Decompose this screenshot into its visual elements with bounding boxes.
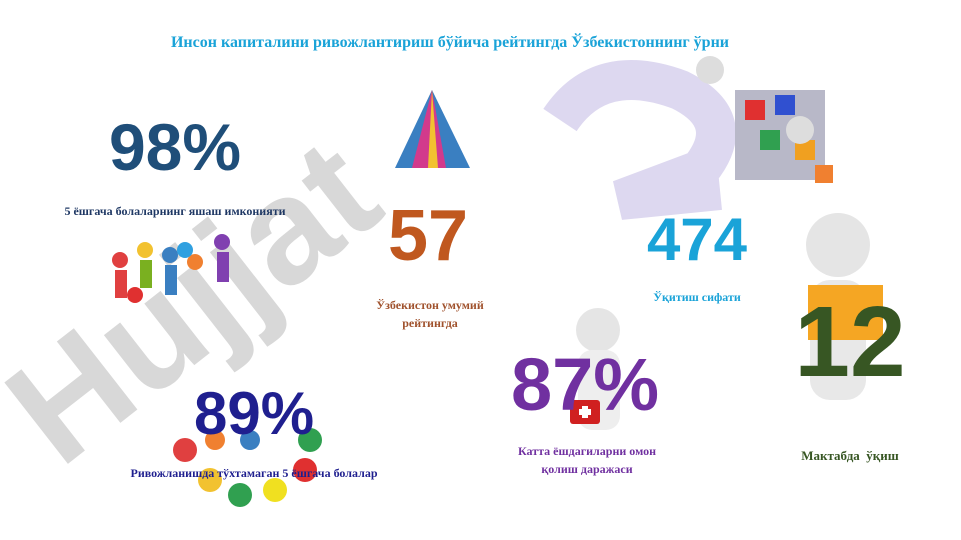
stat-value: 474 — [646, 206, 748, 273]
title: Инсон капиталини ривожлантириш бўйича ре… — [170, 34, 730, 51]
tent-icon — [395, 90, 470, 168]
stat-label: Катта ёшдагиларни омон қолиш даражаси — [518, 444, 656, 476]
stat-label: Ўқитиш сифати — [653, 290, 741, 304]
stat-label: 5 ёшгача болаларнинг яшаш имконияти — [64, 204, 286, 218]
cube-illustration — [696, 56, 833, 183]
watermark-shape — [543, 60, 736, 220]
children-figures — [112, 234, 230, 303]
circle-of-children — [173, 428, 322, 507]
stat-label: Ўзбекистон умумий рейтингда — [376, 298, 484, 330]
stat-value: 87% — [510, 343, 660, 426]
figure-with-folder — [806, 213, 883, 400]
stat-value: 89% — [193, 380, 315, 447]
stat-value: 57 — [387, 196, 469, 276]
stat-label: Ривожланишда тўхтамаган 5 ёшгача болалар — [130, 466, 378, 480]
stat-value: 98% — [108, 110, 242, 184]
stat-value: 12 — [794, 286, 906, 398]
stat-label: Мактабда ўқиш — [801, 448, 899, 463]
doctor-figure — [570, 308, 620, 430]
